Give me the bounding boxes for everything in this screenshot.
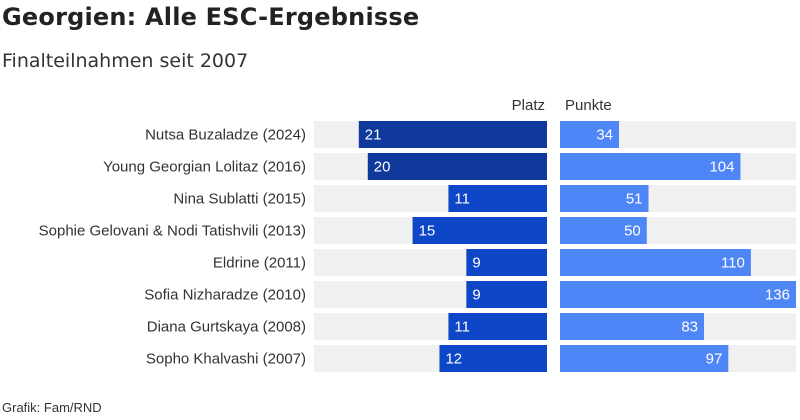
category-label: Eldrine (2011) xyxy=(213,255,306,272)
punkte-value-label: 110 xyxy=(721,255,745,272)
punkte-value-label: 104 xyxy=(709,159,734,176)
platz-bar xyxy=(439,345,547,372)
platz-bar xyxy=(448,185,547,212)
platz-value-label: 9 xyxy=(472,287,480,304)
platz-value-label: 15 xyxy=(419,223,436,240)
platz-value-label: 12 xyxy=(445,351,462,368)
punkte-bar xyxy=(560,345,729,372)
platz-value-label: 20 xyxy=(374,159,391,176)
chart-subtitle: Finalteilnahmen seit 2007 xyxy=(2,50,249,72)
platz-value-label: 11 xyxy=(454,319,470,336)
category-label: Nutsa Buzaladze (2024) xyxy=(145,127,306,144)
category-label: Nina Sublatti (2015) xyxy=(173,191,306,208)
punkte-bar xyxy=(560,217,647,244)
platz-value-label: 21 xyxy=(365,127,382,144)
platz-value-label: 9 xyxy=(472,255,480,272)
punkte-bar xyxy=(560,185,649,212)
platz-bar xyxy=(466,281,547,308)
punkte-column-header: Punkte xyxy=(565,97,612,114)
punkte-bar xyxy=(560,313,705,340)
category-label: Sopho Khalvashi (2007) xyxy=(146,351,306,368)
platz-bar xyxy=(358,121,547,148)
punkte-bar xyxy=(560,153,741,180)
results-chart: Platz Punkte Nutsa Buzaladze (2024) 21 34 Y… xyxy=(39,97,796,372)
punkte-value-label: 83 xyxy=(681,319,698,336)
category-label: Sofia Nizharadze (2010) xyxy=(144,287,306,304)
platz-bar xyxy=(448,313,547,340)
punkte-bar xyxy=(560,281,796,308)
punkte-bar xyxy=(560,249,751,276)
category-label: Sophie Gelovani & Nodi Tatishvili (2013) xyxy=(39,223,306,240)
platz-bar xyxy=(412,217,547,244)
punkte-value-label: 51 xyxy=(626,191,643,208)
punkte-bar xyxy=(560,121,619,148)
platz-column-header: Platz xyxy=(512,97,545,114)
platz-bar xyxy=(367,153,547,180)
punkte-value-label: 50 xyxy=(624,223,641,240)
chart-title: Georgien: Alle ESC-Ergebnisse xyxy=(2,3,420,31)
platz-bar xyxy=(466,249,547,276)
platz-value-label: 11 xyxy=(454,191,470,208)
punkte-value-label: 34 xyxy=(596,127,613,144)
category-label: Young Georgian Lolitaz (2016) xyxy=(103,159,306,176)
punkte-value-label: 97 xyxy=(706,351,723,368)
source-note: Grafik: Fam/RND xyxy=(2,400,102,415)
punkte-value-label: 136 xyxy=(765,287,790,304)
category-label: Diana Gurtskaya (2008) xyxy=(147,319,306,336)
